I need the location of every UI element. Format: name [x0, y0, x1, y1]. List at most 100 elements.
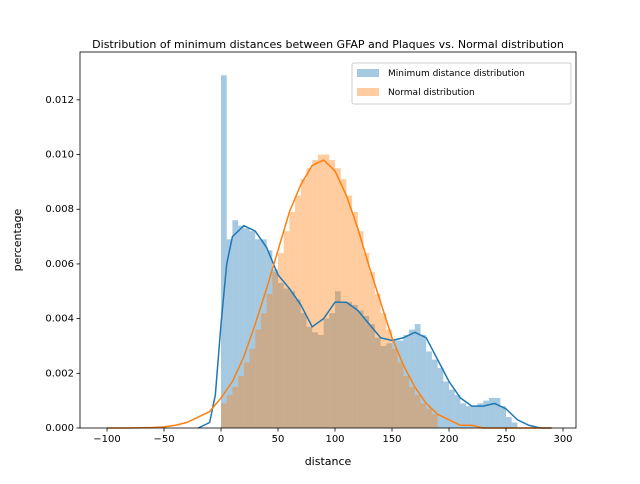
y-tick-label: 0.000 [45, 423, 74, 434]
histogram-bar [483, 400, 489, 428]
histogram-bar [511, 422, 518, 428]
histogram-bar [317, 335, 324, 428]
legend-swatch [357, 88, 379, 96]
histogram-bar [221, 75, 227, 428]
histogram-bar [357, 310, 364, 428]
histogram-bar [260, 313, 267, 428]
histogram-bar [397, 340, 404, 428]
histogram-bar [340, 302, 347, 428]
histogram-bar [403, 335, 410, 428]
y-tick-label: 0.008 [45, 204, 74, 215]
histogram-bar [232, 220, 239, 428]
histogram-bar [397, 362, 404, 428]
x-tick-label: 100 [325, 434, 344, 445]
kde-line [197, 224, 552, 429]
histogram-bar [266, 250, 273, 428]
histogram-bar [272, 269, 279, 428]
histogram-bar [454, 395, 461, 428]
y-tick-label: 0.004 [45, 314, 74, 325]
histogram-bar [255, 329, 261, 428]
histogram-bar [295, 195, 301, 428]
histogram-bar [232, 386, 239, 428]
histogram-bar [386, 329, 393, 428]
legend-box [351, 62, 572, 105]
histogram-bar [312, 160, 318, 429]
histogram-bar [363, 252, 370, 428]
histogram-bar [272, 272, 279, 428]
histogram-bar [278, 283, 284, 428]
histogram-bar [357, 231, 364, 428]
y-tick-label: 0.006 [45, 259, 74, 270]
histogram-bar [449, 389, 455, 428]
histogram-bar [392, 340, 398, 428]
histogram-bar [329, 160, 336, 429]
histogram-bar [226, 239, 233, 428]
histogram-bar [335, 168, 341, 428]
x-tick-label: 0 [218, 434, 224, 445]
x-tick-label: 150 [382, 434, 401, 445]
histogram-bar [488, 397, 495, 428]
histogram-bar [374, 337, 381, 428]
histogram-bar [352, 304, 358, 428]
x-tick-label: −100 [93, 434, 120, 445]
y-tick-label: 0.010 [45, 150, 74, 161]
histogram-bar [443, 381, 450, 428]
histogram-bar [317, 154, 324, 428]
legend-swatch [357, 69, 379, 77]
histogram-bar [409, 329, 415, 428]
histogram-bar [249, 231, 256, 428]
histogram-bar [380, 345, 387, 428]
histogram-bar [300, 313, 307, 428]
histogram-bar [346, 302, 353, 428]
histogram-bar [266, 294, 273, 428]
histogram-bar [323, 318, 330, 428]
histogram-bar [352, 211, 358, 428]
histogram-bar [255, 239, 261, 428]
histogram-bar [403, 376, 410, 428]
histogram-bar [289, 291, 296, 428]
histogram-bar [306, 168, 313, 428]
x-tick-label: 200 [439, 434, 458, 445]
legend-label: Normal distribution [388, 88, 475, 98]
histogram-bar [323, 154, 330, 428]
histogram-bar [346, 195, 353, 428]
histogram-bar [420, 403, 427, 428]
x-tick-label: −50 [153, 434, 174, 445]
histogram-bar [221, 403, 227, 428]
kde-line [107, 159, 552, 429]
histogram-bar [363, 315, 370, 428]
histogram-bar [312, 332, 318, 428]
histogram-bar [226, 395, 233, 428]
histogram-bar [420, 335, 427, 428]
histogram-bar [278, 252, 284, 428]
histogram-bar [243, 228, 250, 428]
x-tick-label: 50 [272, 434, 285, 445]
histogram-bar [437, 367, 444, 428]
histogram-bar [426, 351, 432, 428]
histogram-bar [500, 406, 507, 428]
histogram-bar [340, 179, 347, 428]
histogram-bar [392, 348, 398, 428]
y-tick-label: 0.002 [45, 368, 74, 379]
histogram-bar [471, 406, 478, 428]
legend-label: Minimum distance distribution [388, 69, 525, 79]
histogram-bar [238, 225, 244, 428]
chart-title: Distribution of minimum distances betwee… [92, 38, 564, 51]
histogram-bar [386, 343, 393, 428]
axes-frame [79, 51, 577, 429]
histogram-bar [306, 326, 313, 428]
histogram-bar [243, 362, 250, 428]
histogram-bar [414, 395, 421, 428]
histogram-bar [431, 359, 438, 428]
x-axis-label: distance [305, 455, 352, 468]
histogram-bar [249, 348, 256, 428]
histogram-bar [506, 417, 512, 428]
histogram-bar [329, 313, 336, 428]
histogram-bar [494, 397, 501, 428]
histogram-bar [477, 403, 484, 428]
histogram-bar [238, 376, 244, 428]
histogram-bar [466, 406, 472, 428]
histogram-bar [414, 324, 421, 428]
histogram-bar [283, 288, 290, 428]
